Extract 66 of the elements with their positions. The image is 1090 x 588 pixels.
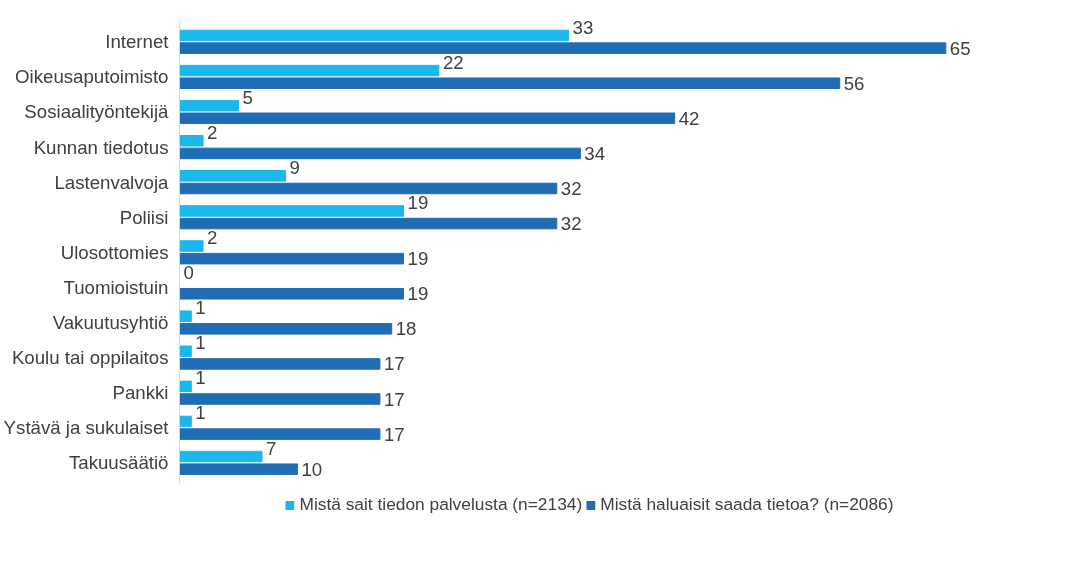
bar xyxy=(179,345,192,358)
data-label: 1 xyxy=(195,297,206,319)
data-label: 10 xyxy=(301,458,323,480)
data-label: 1 xyxy=(195,402,206,424)
bar xyxy=(179,252,405,265)
data-label: 2 xyxy=(207,227,218,249)
data-label: 17 xyxy=(383,353,405,375)
bar xyxy=(179,29,570,42)
bar xyxy=(179,77,841,89)
data-label: 5 xyxy=(242,86,253,108)
y-tick-label: Pankki xyxy=(112,382,169,404)
data-label: 34 xyxy=(584,142,606,164)
data-label: 32 xyxy=(560,213,582,235)
y-tick-label: Koulu tai oppilaitos xyxy=(11,347,169,369)
data-label: 2 xyxy=(207,121,218,143)
data-label: 18 xyxy=(395,318,417,340)
data-label: 19 xyxy=(407,248,429,270)
data-label: 19 xyxy=(407,283,429,305)
bar xyxy=(179,393,381,405)
bar xyxy=(179,240,204,252)
data-label: 32 xyxy=(560,177,582,199)
y-tick-label: Internet xyxy=(105,31,170,53)
data-label: 19 xyxy=(407,191,429,213)
y-tick-label: Poliisi xyxy=(119,206,169,228)
bar xyxy=(179,112,676,125)
bar xyxy=(179,64,440,77)
bar xyxy=(179,217,558,230)
y-tick-label: Ulosottomies xyxy=(60,241,169,263)
bar xyxy=(179,135,204,147)
data-label: 42 xyxy=(678,107,700,129)
bar xyxy=(179,428,381,440)
data-label: 0 xyxy=(183,262,194,284)
bar xyxy=(179,170,287,182)
bar xyxy=(179,310,192,322)
data-label: 33 xyxy=(572,16,594,38)
bar xyxy=(179,99,239,112)
legend-label: Mistä sait tiedon palvelusta (n=2134) xyxy=(299,494,583,515)
bar xyxy=(179,42,947,54)
data-label: 1 xyxy=(195,367,206,389)
y-tick-label: Tuomioistuin xyxy=(63,276,169,298)
y-tick-label: Vakuutusyhtiö xyxy=(52,312,169,334)
bar xyxy=(179,287,405,300)
bar xyxy=(179,463,298,475)
data-label: 22 xyxy=(442,51,464,73)
bar xyxy=(179,205,405,217)
bar xyxy=(179,323,393,335)
data-label: 9 xyxy=(289,156,300,178)
y-tick-label: Oikeusaputoimisto xyxy=(15,66,169,88)
y-tick-label: Sosiaalityöntekijä xyxy=(24,101,170,123)
data-label: 65 xyxy=(949,37,971,59)
data-label: 17 xyxy=(383,423,405,445)
legend-label: Mistä haluaisit saada tietoa? (n=2086) xyxy=(600,494,894,515)
bar xyxy=(179,182,558,195)
y-tick-label: Kunnan tiedotus xyxy=(33,136,169,158)
data-label: 7 xyxy=(266,437,277,459)
bar xyxy=(179,358,381,370)
bar xyxy=(179,415,192,428)
data-label: 17 xyxy=(383,388,405,410)
y-tick-label: Ystävä ja sukulaiset xyxy=(3,417,170,439)
y-tick-label: Lastenvalvoja xyxy=(54,171,170,193)
bar xyxy=(179,450,263,463)
y-tick-label: Takuusäätiö xyxy=(68,452,169,474)
bar xyxy=(179,147,581,160)
data-label: 56 xyxy=(843,72,865,94)
data-label: 1 xyxy=(195,332,206,354)
bar xyxy=(179,380,192,393)
